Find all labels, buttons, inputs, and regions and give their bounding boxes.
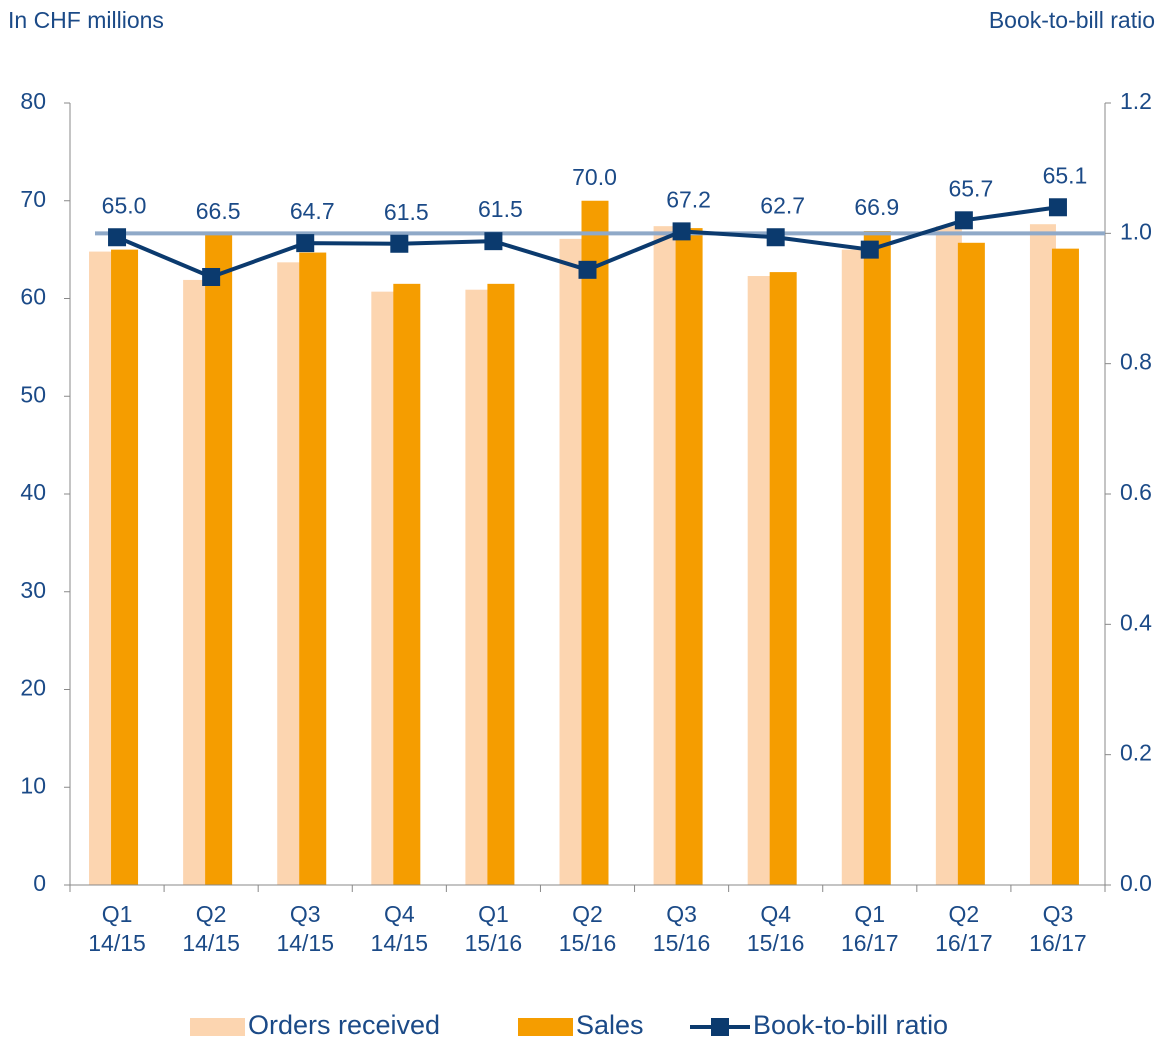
x-tick-label: Q4 15/16 [746, 901, 805, 956]
bar [1029, 224, 1056, 885]
bar [111, 249, 139, 885]
bar [277, 262, 304, 885]
x-tick-label: Q2 16/17 [935, 901, 993, 956]
bar [769, 272, 797, 885]
line-marker [296, 234, 315, 253]
x-tick-label: Q2 14/15 [182, 901, 240, 956]
data-label: 65.0 [102, 192, 147, 218]
bar [393, 283, 421, 885]
y-axis-title: In CHF millions [8, 7, 164, 33]
bar [581, 200, 609, 885]
y-tick-label: 10 [20, 772, 46, 798]
y-tick-label: 40 [20, 479, 46, 505]
data-label: 66.9 [854, 194, 899, 220]
x-tick-label: Q1 14/15 [88, 901, 146, 956]
bar [653, 226, 680, 886]
x-tick-label: Q3 14/15 [276, 901, 334, 956]
data-label: 66.5 [196, 198, 241, 224]
bar [371, 291, 398, 886]
y2-tick-label: 0.8 [1120, 349, 1152, 375]
y2-tick-label: 1.2 [1120, 88, 1152, 114]
x-tick-label: Q1 15/16 [464, 901, 523, 956]
bar [205, 234, 233, 885]
x-tick-label: Q3 16/17 [1029, 901, 1087, 956]
y-tick-label: 80 [20, 88, 46, 114]
line-marker [1048, 198, 1067, 217]
y-tick-label: 60 [20, 284, 46, 310]
data-label: 61.5 [478, 196, 523, 222]
bar [957, 242, 985, 886]
bar [1051, 248, 1079, 885]
bar [863, 231, 891, 886]
bar [487, 283, 515, 885]
bar [89, 251, 116, 885]
legend-label: Orders received [248, 1010, 440, 1040]
y-tick-label: 0 [33, 870, 46, 896]
data-label: 61.5 [384, 199, 429, 225]
x-tick-label: Q2 15/16 [558, 901, 617, 956]
bar [841, 249, 868, 885]
line-marker [390, 234, 409, 253]
y2-tick-label: 0.0 [1120, 870, 1152, 896]
line-marker [860, 240, 879, 259]
line-marker [954, 211, 973, 230]
x-tick-label: Q1 16/17 [840, 901, 899, 956]
bar [935, 226, 962, 886]
y-tick-label: 50 [20, 381, 46, 407]
bar [183, 279, 210, 885]
y-tick-label: 30 [20, 577, 46, 603]
legend-swatch [518, 1018, 573, 1036]
legend-swatch [190, 1018, 245, 1036]
bar [559, 238, 586, 885]
legend-swatch [711, 1018, 729, 1036]
y-tick-label: 70 [20, 186, 46, 212]
line-marker [484, 232, 503, 251]
bar [465, 289, 492, 885]
data-label: 70.0 [572, 164, 617, 190]
data-label: 62.7 [760, 192, 805, 218]
data-label: 65.7 [948, 175, 993, 201]
line-marker [672, 222, 691, 241]
line-marker [202, 267, 221, 286]
legend-label: Sales [576, 1010, 644, 1040]
y2-axis-title: Book-to-bill ratio [989, 7, 1155, 33]
data-label: 67.2 [666, 186, 711, 212]
legend-label: Book-to-bill ratio [753, 1010, 948, 1040]
y2-tick-label: 0.2 [1120, 740, 1152, 766]
bar [299, 252, 327, 885]
y2-tick-label: 1.0 [1120, 218, 1152, 244]
line-marker [766, 228, 785, 247]
line-marker [108, 228, 127, 247]
bar [747, 276, 774, 886]
bar [675, 228, 703, 885]
y2-tick-label: 0.4 [1120, 609, 1152, 635]
x-tick-label: Q4 14/15 [370, 901, 429, 956]
x-tick-label: Q3 15/16 [652, 901, 711, 956]
line-marker [578, 260, 597, 279]
y-tick-label: 20 [20, 675, 46, 701]
data-label: 65.1 [1043, 162, 1088, 188]
data-label: 64.7 [290, 198, 335, 224]
y2-tick-label: 0.6 [1120, 479, 1152, 505]
